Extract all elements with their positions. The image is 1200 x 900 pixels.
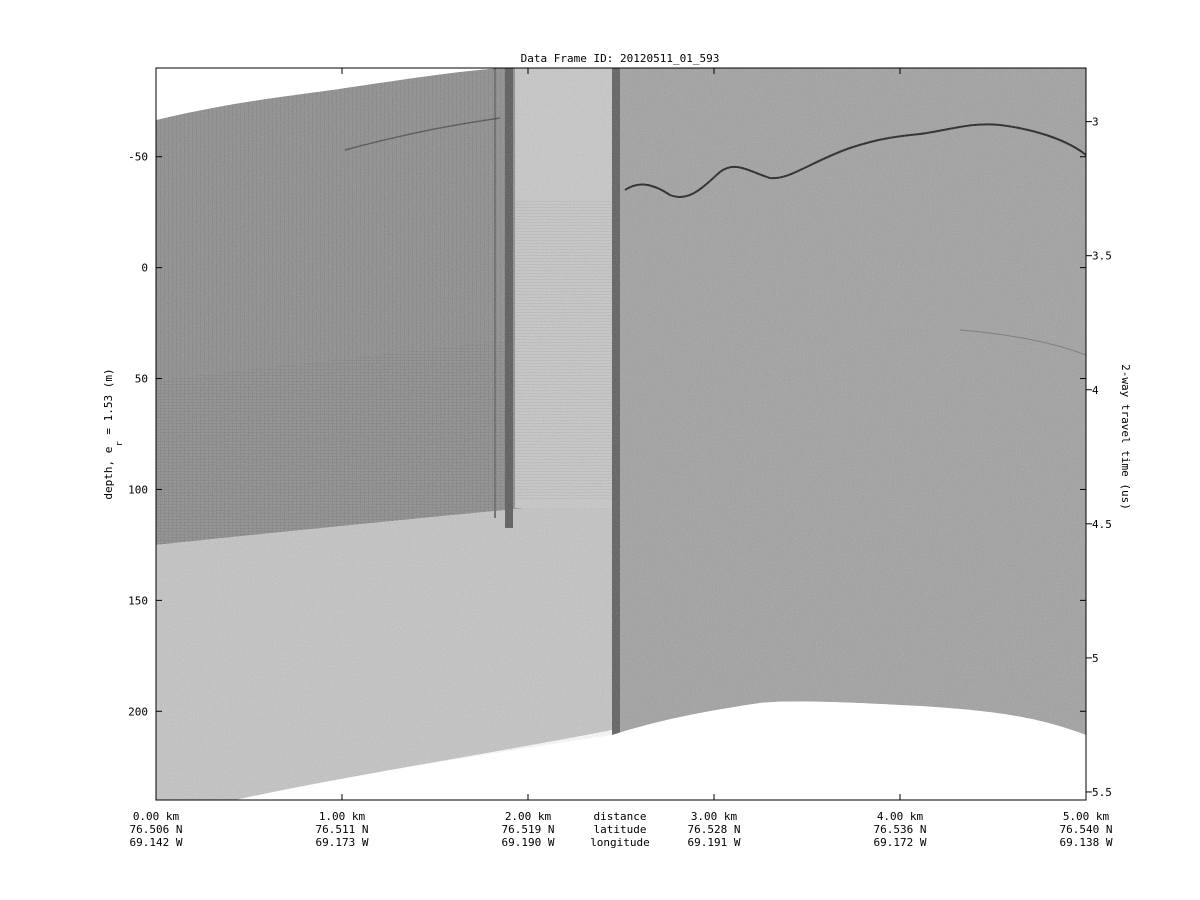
speckle-noise — [156, 68, 1086, 800]
axis-ticks: -50 0 50 100 150 200 3 3.5 4 4.5 5 5.5 0.00 km76.506… — [128, 68, 1113, 849]
x-tick-longitude: 69.138 W — [1060, 836, 1113, 849]
x-tick-latitude: 76.511 N — [316, 823, 369, 836]
left-tick-label: -50 — [128, 151, 148, 164]
x-tick-distance: 2.00 km — [505, 810, 552, 823]
left-tick-label: 100 — [128, 483, 148, 496]
x-tick-longitude: 69.142 W — [130, 836, 183, 849]
x-row-label-distance: distance — [594, 810, 647, 823]
left-tick-label: 150 — [128, 594, 148, 607]
right-tick-label: 4.5 — [1092, 518, 1112, 531]
plot-frame — [155, 67, 1087, 801]
x-tick-distance: 4.00 km — [877, 810, 924, 823]
left-tick-label: 200 — [128, 705, 148, 718]
x-tick-latitude: 76.536 N — [874, 823, 927, 836]
radargram-image — [156, 68, 1086, 800]
x-tick-distance: 0.00 km — [133, 810, 180, 823]
top-blank — [156, 68, 500, 120]
x-tick-longitude: 69.173 W — [316, 836, 369, 849]
x-tick-latitude: 76.519 N — [502, 823, 555, 836]
x-tick-latitude: 76.540 N — [1060, 823, 1113, 836]
right-tick-label: 4 — [1092, 384, 1099, 397]
right-tick-label: 3.5 — [1092, 250, 1112, 263]
x-row-label-longitude: longitude — [590, 836, 650, 849]
x-tick-latitude: 76.528 N — [688, 823, 741, 836]
right-tick-label: 5 — [1092, 652, 1099, 665]
right-tick-label: 5.5 — [1092, 786, 1112, 799]
right-tick-label: 3 — [1092, 116, 1099, 129]
x-tick-longitude: 69.172 W — [874, 836, 927, 849]
x-row-label-latitude: latitude — [594, 823, 647, 836]
x-tick-latitude: 76.506 N — [130, 823, 183, 836]
right-axis-label: 2-way travel time (us) — [1119, 364, 1132, 510]
left-axis-label: depth, er = 1.53 (m) — [102, 368, 125, 499]
bottom-blank — [235, 701, 1086, 800]
left-tick-label: 0 — [141, 262, 148, 275]
left-tick-label: 50 — [135, 373, 148, 386]
x-tick-longitude: 69.190 W — [502, 836, 555, 849]
x-tick-longitude: 69.191 W — [688, 836, 741, 849]
x-tick-distance: 5.00 km — [1063, 810, 1110, 823]
x-tick-distance: 3.00 km — [691, 810, 738, 823]
chart-title: Data Frame ID: 20120511_01_593 — [521, 52, 720, 65]
x-tick-distance: 1.00 km — [319, 810, 366, 823]
